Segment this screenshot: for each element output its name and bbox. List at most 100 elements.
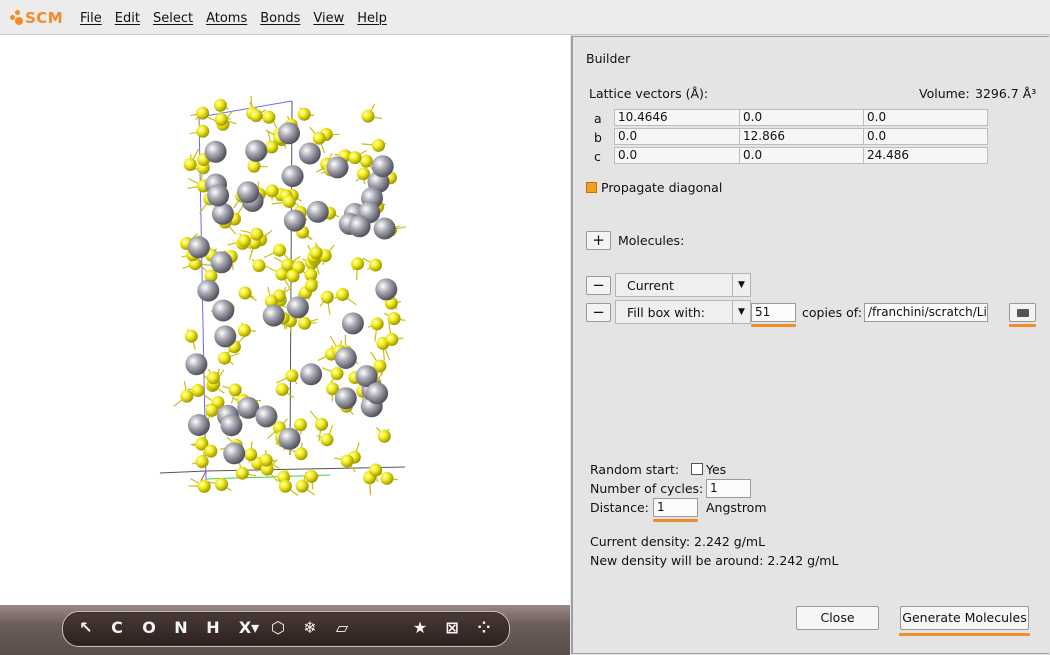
sulfur-atom[interactable] xyxy=(237,234,251,248)
sulfur-atom[interactable] xyxy=(312,131,326,145)
sulfur-atom[interactable] xyxy=(183,158,197,171)
lithium-atom[interactable] xyxy=(334,347,357,369)
lithium-atom[interactable] xyxy=(187,414,210,436)
sulfur-atom[interactable] xyxy=(340,454,354,468)
structure-icon[interactable]: ❄ xyxy=(303,618,317,637)
sulfur-atom[interactable] xyxy=(196,124,210,138)
sulfur-atom[interactable] xyxy=(304,279,318,293)
menu-atoms[interactable]: Atoms xyxy=(206,11,248,26)
favorite-star-icon[interactable]: ★ xyxy=(412,618,428,637)
fill-mode-select[interactable]: Fill box with: ▼ xyxy=(615,300,751,324)
sulfur-atom[interactable] xyxy=(372,138,385,152)
lithium-atom[interactable] xyxy=(262,304,285,327)
ring-icon[interactable]: ⬡ xyxy=(271,618,285,637)
menu-edit[interactable]: Edit xyxy=(114,11,140,26)
lithium-atom[interactable] xyxy=(278,122,300,145)
lithium-atom[interactable] xyxy=(334,387,357,410)
menu-bonds[interactable]: Bonds xyxy=(260,11,301,26)
remove-current-button[interactable]: − xyxy=(586,276,611,295)
sulfur-atom[interactable] xyxy=(264,294,278,308)
lithium-atom[interactable] xyxy=(306,200,329,223)
lithium-atom[interactable] xyxy=(286,296,309,319)
lattice-c-y[interactable]: 0.0 xyxy=(739,147,864,164)
lithium-atom[interactable] xyxy=(255,405,278,428)
lithium-atom[interactable] xyxy=(371,155,394,178)
sulfur-atom[interactable] xyxy=(285,369,299,383)
lithium-atom[interactable] xyxy=(185,353,208,376)
lattice-b-y[interactable]: 12.866 xyxy=(739,128,864,145)
sulfur-atom[interactable] xyxy=(357,167,370,181)
lithium-atom[interactable] xyxy=(355,365,378,388)
surface-icon[interactable]: ▱ xyxy=(335,618,349,637)
lithium-atom[interactable] xyxy=(223,442,246,465)
remove-fill-button[interactable]: − xyxy=(586,303,611,322)
sulfur-atom[interactable] xyxy=(369,258,382,272)
sulfur-atom[interactable] xyxy=(370,317,384,331)
add-molecule-button[interactable]: + xyxy=(586,231,611,250)
lattice-c-x[interactable]: 0.0 xyxy=(614,147,740,164)
sulfur-atom[interactable] xyxy=(204,269,218,283)
lithium-atom[interactable] xyxy=(237,181,260,204)
sulfur-atom[interactable] xyxy=(305,469,318,483)
sulfur-atom[interactable] xyxy=(273,243,286,257)
lithium-atom[interactable] xyxy=(197,279,220,302)
lithium-atom[interactable] xyxy=(281,165,304,188)
generate-molecules-button[interactable]: Generate Molecules xyxy=(900,606,1029,630)
sulfur-atom[interactable] xyxy=(281,258,295,272)
sulfur-atom[interactable] xyxy=(228,383,242,397)
lithium-atom[interactable] xyxy=(204,140,227,163)
nitrogen-icon[interactable]: N xyxy=(174,618,188,637)
menu-file[interactable]: File xyxy=(80,11,102,26)
sulfur-atom[interactable] xyxy=(359,154,373,168)
sulfur-atom[interactable] xyxy=(320,433,334,447)
sulfur-atom[interactable] xyxy=(215,478,229,491)
lithium-atom[interactable] xyxy=(298,142,321,165)
lithium-atom[interactable] xyxy=(211,202,234,225)
sulfur-atom[interactable] xyxy=(244,448,258,461)
sulfur-atom[interactable] xyxy=(252,259,266,273)
lithium-atom[interactable] xyxy=(326,156,349,179)
sulfur-atom[interactable] xyxy=(348,151,362,165)
sulfur-atom[interactable] xyxy=(282,195,296,208)
sulfur-atom[interactable] xyxy=(304,268,318,282)
builder-box-icon[interactable]: ⊠ xyxy=(445,618,459,637)
sulfur-atom[interactable] xyxy=(184,329,198,343)
sulfur-atom[interactable] xyxy=(278,479,292,493)
lithium-atom[interactable] xyxy=(237,396,260,419)
lattice-b-z[interactable]: 0.0 xyxy=(863,128,988,145)
lattice-a-y[interactable]: 0.0 xyxy=(739,109,864,126)
sulfur-atom[interactable] xyxy=(195,455,209,469)
element-picker-icon[interactable]: X▾ xyxy=(238,618,260,637)
menu-view[interactable]: View xyxy=(313,11,345,26)
sulfur-atom[interactable] xyxy=(294,418,307,432)
sulfur-atom[interactable] xyxy=(295,479,309,493)
sulfur-atom[interactable] xyxy=(275,267,289,281)
lithium-atom[interactable] xyxy=(373,217,396,240)
sulfur-atom[interactable] xyxy=(250,227,264,241)
sulfur-atom[interactable] xyxy=(275,383,289,396)
molecule-render[interactable] xyxy=(0,35,570,605)
browse-folder-button[interactable] xyxy=(1009,303,1036,322)
sulfur-atom[interactable] xyxy=(218,351,231,365)
sulfur-atom[interactable] xyxy=(297,107,311,121)
current-select[interactable]: Current ▼ xyxy=(615,273,751,297)
lithium-atom[interactable] xyxy=(348,215,371,238)
sulfur-atom[interactable] xyxy=(180,389,194,403)
sulfur-atom[interactable] xyxy=(351,257,365,271)
molecule-file-path[interactable]: /franchini/scratch/Li xyxy=(864,303,988,322)
sulfur-atom[interactable] xyxy=(191,384,205,397)
sulfur-atom[interactable] xyxy=(373,359,387,373)
sulfur-atom[interactable] xyxy=(213,98,227,112)
sulfur-atom[interactable] xyxy=(320,290,334,304)
sulfur-atom[interactable] xyxy=(235,466,249,480)
propagate-diagonal-checkbox[interactable] xyxy=(586,182,597,193)
sulfur-atom[interactable] xyxy=(265,140,279,154)
cycles-input[interactable]: 1 xyxy=(706,479,751,498)
lithium-atom[interactable] xyxy=(375,278,398,301)
lithium-atom[interactable] xyxy=(207,184,230,207)
sulfur-atom[interactable] xyxy=(238,286,252,300)
sulfur-atom[interactable] xyxy=(330,367,344,381)
menu-help[interactable]: Help xyxy=(357,11,387,26)
sulfur-atom[interactable] xyxy=(385,333,399,346)
sulfur-atom[interactable] xyxy=(247,159,261,173)
